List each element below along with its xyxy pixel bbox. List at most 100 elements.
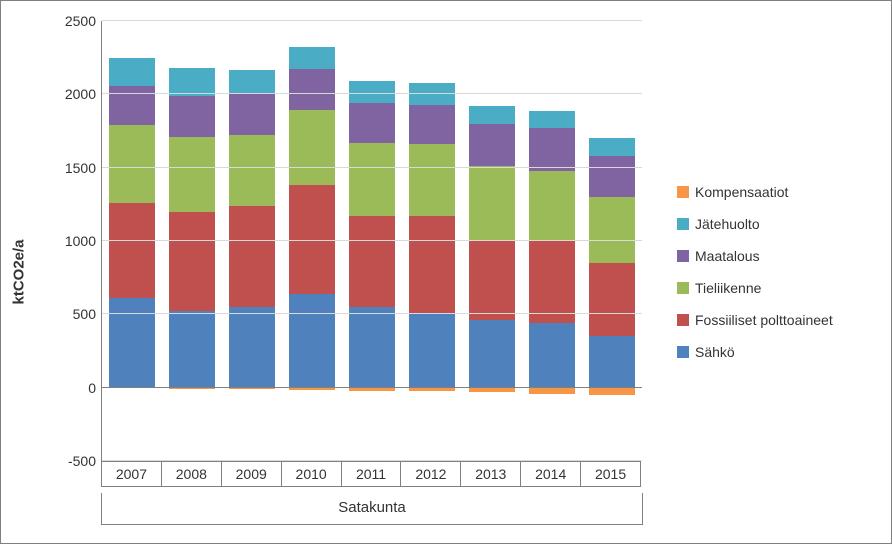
y-axis-title: ktCO2e/a [11,239,28,304]
bar-segment [589,138,636,156]
bar-segment [469,240,516,321]
bar-segment [169,96,216,137]
bar-stack-positive [289,47,336,388]
y-tick-label: -500 [68,453,102,469]
bar-segment [169,388,216,389]
bar-segment [289,294,336,388]
bar-segment [529,323,576,388]
bar-segment [109,58,156,85]
bar-stack-negative [289,388,336,390]
bar-segment [589,263,636,336]
bar-segment [589,156,636,197]
bar-segment [469,124,516,167]
legend-label: Fossiiliset polttoaineet [695,312,833,328]
legend-item: Tieliikenne [677,280,833,296]
bar-column [342,21,402,461]
bar-stack-positive [409,83,456,387]
bar-stack-positive [169,68,216,388]
bar-segment [229,70,276,94]
legend-swatch [677,282,689,294]
bar-segment [409,388,456,392]
legend-label: Tieliikenne [695,280,761,296]
x-category-label: 2009 [221,461,281,487]
bar-segment [109,125,156,203]
gridline [102,167,642,168]
bar-segment [409,216,456,313]
bar-segment [349,103,396,143]
bar-segment [469,320,516,387]
x-category-label: 2011 [341,461,401,487]
y-tick-label: 2500 [65,13,102,29]
bar-stack-positive [229,70,276,387]
bar-segment [169,137,216,212]
legend-swatch [677,218,689,230]
y-tick-label: 500 [73,306,102,322]
bar-segment [229,135,276,205]
y-tick-label: 1000 [65,233,102,249]
bar-segment [289,110,336,185]
bar-column [462,21,522,461]
bar-segment [409,313,456,388]
bar-stack-negative [409,388,456,392]
bar-segment [229,206,276,307]
legend-zone: Kompensaatiot Jätehuolto Maatalous Tieliike… [671,1,891,543]
bar-segment [529,388,576,394]
bar-segment [229,388,276,389]
bar-column [102,21,162,461]
legend-label: Jätehuolto [695,216,760,232]
bar-stack-positive [469,106,516,388]
legend-swatch [677,186,689,198]
plot-area: -50005001000150020002500 [101,21,642,461]
bar-segment [289,47,336,70]
bars-container [102,21,642,461]
x-category-label: 2014 [520,461,580,487]
legend-label: Sähkö [695,344,735,360]
bar-segment [349,81,396,103]
bar-stack-positive [529,111,576,387]
legend-item: Jätehuolto [677,216,833,232]
bar-segment [529,171,576,240]
legend-label: Maatalous [695,248,760,264]
bar-segment [109,203,156,298]
gridline [102,20,642,21]
x-category-label: 2010 [281,461,341,487]
gridline [102,387,642,388]
bar-stack-negative [169,388,216,389]
legend: Kompensaatiot Jätehuolto Maatalous Tieliike… [677,184,833,360]
bar-column [582,21,642,461]
bar-segment [409,105,456,145]
bar-segment [289,388,336,390]
x-axis-title: Satakunta [101,493,643,525]
legend-label: Kompensaatiot [695,184,788,200]
bar-segment [349,307,396,388]
legend-swatch [677,250,689,262]
bar-segment [529,240,576,324]
bar-stack-positive [589,138,636,387]
bar-segment [229,94,276,135]
bar-column [222,21,282,461]
legend-swatch [677,346,689,358]
legend-item: Sähkö [677,344,833,360]
x-category-label: 2013 [460,461,520,487]
y-tick-label: 0 [88,380,102,396]
bar-segment [469,106,516,124]
bar-segment [289,69,336,110]
y-tick-label: 1500 [65,160,102,176]
legend-item: Maatalous [677,248,833,264]
legend-item: Fossiiliset polttoaineet [677,312,833,328]
bar-column [522,21,582,461]
bar-segment [529,128,576,171]
bar-stack-negative [229,388,276,389]
bar-stack-positive [109,58,156,387]
bar-segment [529,111,576,128]
bar-segment [169,311,216,387]
x-category-label: 2007 [101,461,161,487]
bar-stack-negative [349,388,396,391]
gridline [102,93,642,94]
x-category-label: 2015 [580,461,641,487]
bar-segment [229,307,276,388]
chart-frame: ktCO2e/a -50005001000150020002500 200720… [0,0,892,544]
x-axis-categories: 200720082009201020112012201320142015 [101,461,641,487]
x-category-label: 2012 [400,461,460,487]
bar-stack-positive [349,81,396,388]
